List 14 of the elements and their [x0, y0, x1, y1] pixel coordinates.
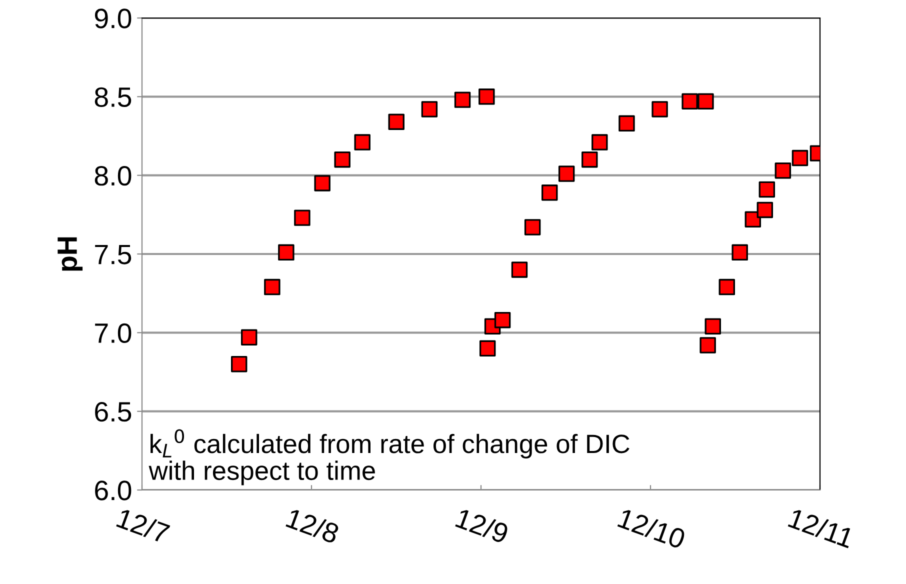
y-tick-label: 7.5 [95, 244, 132, 264]
x-tick-label: 12/9 [455, 507, 510, 544]
y-tick-label: 6.0 [95, 480, 132, 500]
annotation: k$_{L}$$^{0}$ calculated from rate of change of DIC with respect to time [148, 429, 630, 486]
y-tick-label: 9.0 [94, 8, 132, 28]
y-tick-label: 7.0 [95, 323, 132, 344]
x-tick-label: 12/7 [116, 507, 171, 544]
y-axis-title: pH [58, 237, 83, 271]
x-tick-label: 12/10 [617, 507, 687, 550]
y-tick-label: 8.0 [94, 166, 132, 186]
x-tick-label: 12/8 [286, 507, 340, 544]
y-tick-label: 8.5 [94, 87, 132, 108]
x-tick-label: 12/11 [788, 507, 855, 548]
y-tick-label: 6.5 [95, 402, 132, 422]
